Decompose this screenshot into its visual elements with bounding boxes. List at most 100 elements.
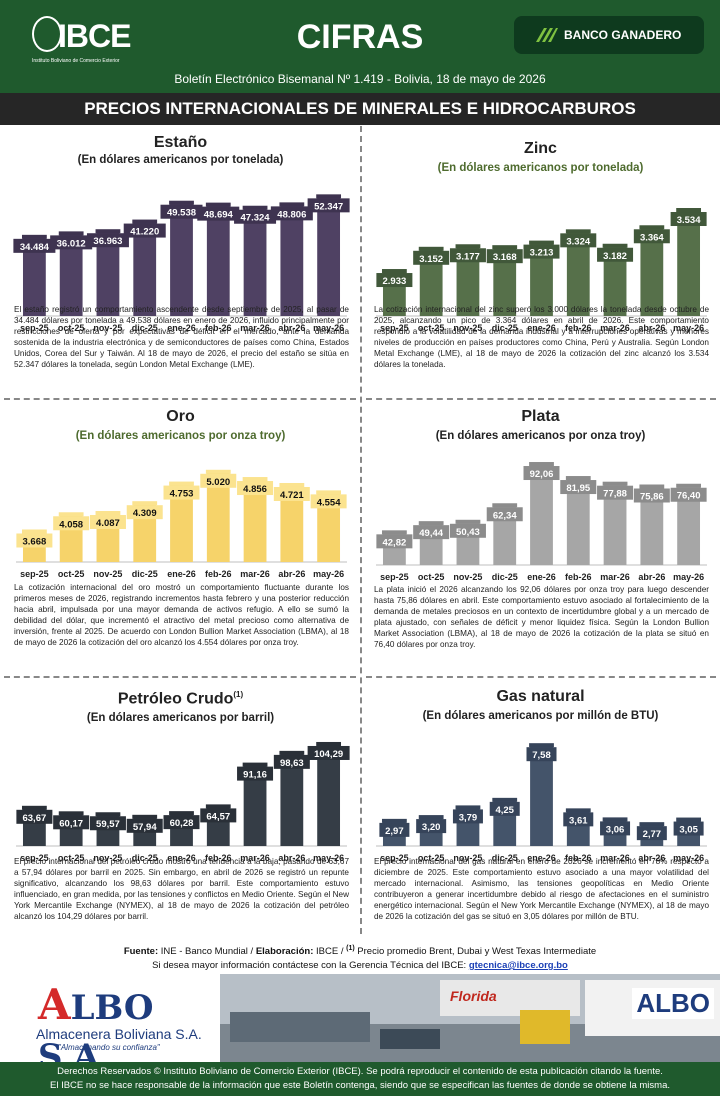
x-tick-label: feb-26 <box>565 323 592 333</box>
chart-title: Zinc <box>368 140 713 158</box>
bar-may-26 <box>677 211 701 316</box>
x-tick-label: oct-25 <box>418 853 445 863</box>
x-tick-label: ene-26 <box>527 853 556 863</box>
bar-feb-26 <box>566 479 590 565</box>
panel-estano: Estaño (En dólares americanos por tonelad… <box>8 130 353 390</box>
bar-cap <box>418 521 444 526</box>
bar-nov-25 <box>456 247 480 316</box>
data-label: 3.668 <box>22 536 46 547</box>
x-tick-label: may-26 <box>313 853 344 863</box>
chart-title: Petróleo Crudo(1) <box>8 690 353 708</box>
data-label: 62,34 <box>493 510 517 521</box>
bar-cap <box>95 229 121 234</box>
data-label-box <box>597 485 634 500</box>
bar-ene-26 <box>170 484 193 562</box>
data-label: 57,94 <box>133 822 157 833</box>
logo-text: IBCE <box>58 18 131 54</box>
data-label-box <box>50 235 93 250</box>
chart-subtitle: (En dólares americanos por onza troy) <box>435 430 646 442</box>
elab-label: Elaboración: <box>255 946 314 958</box>
bar-mar-26 <box>603 484 627 565</box>
data-label: 4.309 <box>133 508 157 519</box>
x-tick-label: nov-25 <box>93 323 122 333</box>
bar-cap <box>455 519 481 524</box>
data-label-box <box>53 516 90 531</box>
data-label: 4.721 <box>280 490 304 501</box>
bar-cap <box>455 244 481 249</box>
ibce-logo[interactable]: IBCE Instituto Boliviano de Comercio Ext… <box>32 14 132 64</box>
x-tick-label: mar-26 <box>600 572 630 582</box>
data-label: 4.554 <box>317 497 341 508</box>
bar-cap <box>205 202 231 207</box>
albo-company-name: Almacenera Boliviana S.A. <box>36 1026 202 1042</box>
x-tick-label: dic-25 <box>492 323 518 333</box>
data-label-box <box>523 466 560 481</box>
data-label: 2,77 <box>643 829 662 840</box>
data-label-box <box>489 801 520 816</box>
bar-cap <box>242 205 268 210</box>
data-label: 5.020 <box>206 477 230 488</box>
data-label: 104,29 <box>314 749 343 760</box>
bank-logo[interactable]: BANCO GANADERO <box>514 16 704 54</box>
bar-cap <box>95 510 121 515</box>
x-tick-label: feb-26 <box>565 572 592 582</box>
data-label-box <box>597 247 634 262</box>
source-label: Fuente: <box>123 946 159 958</box>
horizontal-divider <box>366 398 716 400</box>
chart-title: Oro <box>8 408 353 426</box>
bar-ene-26 <box>530 746 553 846</box>
contact-email-link[interactable]: gtecnica@ibce.org.bo <box>468 960 568 971</box>
data-label: 7,58 <box>532 750 551 761</box>
data-label-box <box>86 233 129 248</box>
data-label-box <box>449 523 486 538</box>
bar-cap <box>381 530 407 535</box>
bar-cap <box>205 804 231 809</box>
data-label-box <box>197 206 240 221</box>
chart-title-text: Estaño <box>153 134 208 151</box>
x-tick-label: sep-25 <box>380 323 409 333</box>
data-label: 36.963 <box>93 236 122 247</box>
header: IBCE Instituto Boliviano de Comercio Ext… <box>0 0 720 93</box>
x-tick-label: mar-26 <box>600 323 630 333</box>
chart-subtitle: (En dólares americanos por tonelada) <box>437 162 644 174</box>
bar-cap <box>418 815 444 820</box>
bar-feb-26 <box>566 232 590 316</box>
chart-description: El estaño registró un comportamiento asc… <box>14 305 349 369</box>
data-label: 91,16 <box>243 770 267 781</box>
x-tick-label: mar-26 <box>240 569 270 579</box>
chart-title-text: Gas natural <box>496 688 585 705</box>
horizontal-divider <box>4 676 356 678</box>
bar-cap <box>565 229 591 234</box>
data-label-box <box>560 480 597 495</box>
bar-cap <box>132 219 158 224</box>
data-label-box <box>633 229 670 244</box>
chart-description: El precio internacional del gas natural … <box>374 857 709 921</box>
bar-cap <box>279 750 305 755</box>
bar-abr-26 <box>280 753 304 846</box>
x-tick-label: dic-25 <box>132 853 158 863</box>
bar-oct-25 <box>59 234 83 316</box>
data-label: 3.364 <box>640 232 664 243</box>
data-label-box <box>376 534 413 549</box>
data-label-box <box>310 494 347 509</box>
bar-ene-26 <box>170 203 193 316</box>
x-tick-label: mar-26 <box>600 853 630 863</box>
bar-abr-26 <box>280 205 304 316</box>
data-label: 50,43 <box>456 527 480 538</box>
bar-cap <box>639 225 665 230</box>
bar-cap <box>529 240 554 245</box>
data-label-box <box>307 198 350 213</box>
data-label: 81,95 <box>566 483 590 494</box>
x-tick-label: feb-26 <box>565 853 592 863</box>
data-label: 63,67 <box>22 813 46 824</box>
chart-description: La cotización internacional del oro most… <box>14 583 349 647</box>
albo-advertisement[interactable]: ALBO S.A. Almacenera Boliviana S.A. "Alm… <box>0 974 720 1062</box>
chart-title-text: Plata <box>521 408 560 425</box>
bar-cap <box>279 482 305 487</box>
elab-text: IBCE / <box>313 946 347 958</box>
x-tick-label: abr-26 <box>638 572 665 582</box>
data-label: 4.856 <box>243 484 267 495</box>
footer-sources: Fuente: INE - Banco Mundial / Elaboració… <box>0 945 720 957</box>
bar-chart-oro: 3.668 sep-25 4.058 oct-25 4.087 nov-25 4.309 di… <box>16 469 347 579</box>
data-label-box <box>270 206 313 221</box>
